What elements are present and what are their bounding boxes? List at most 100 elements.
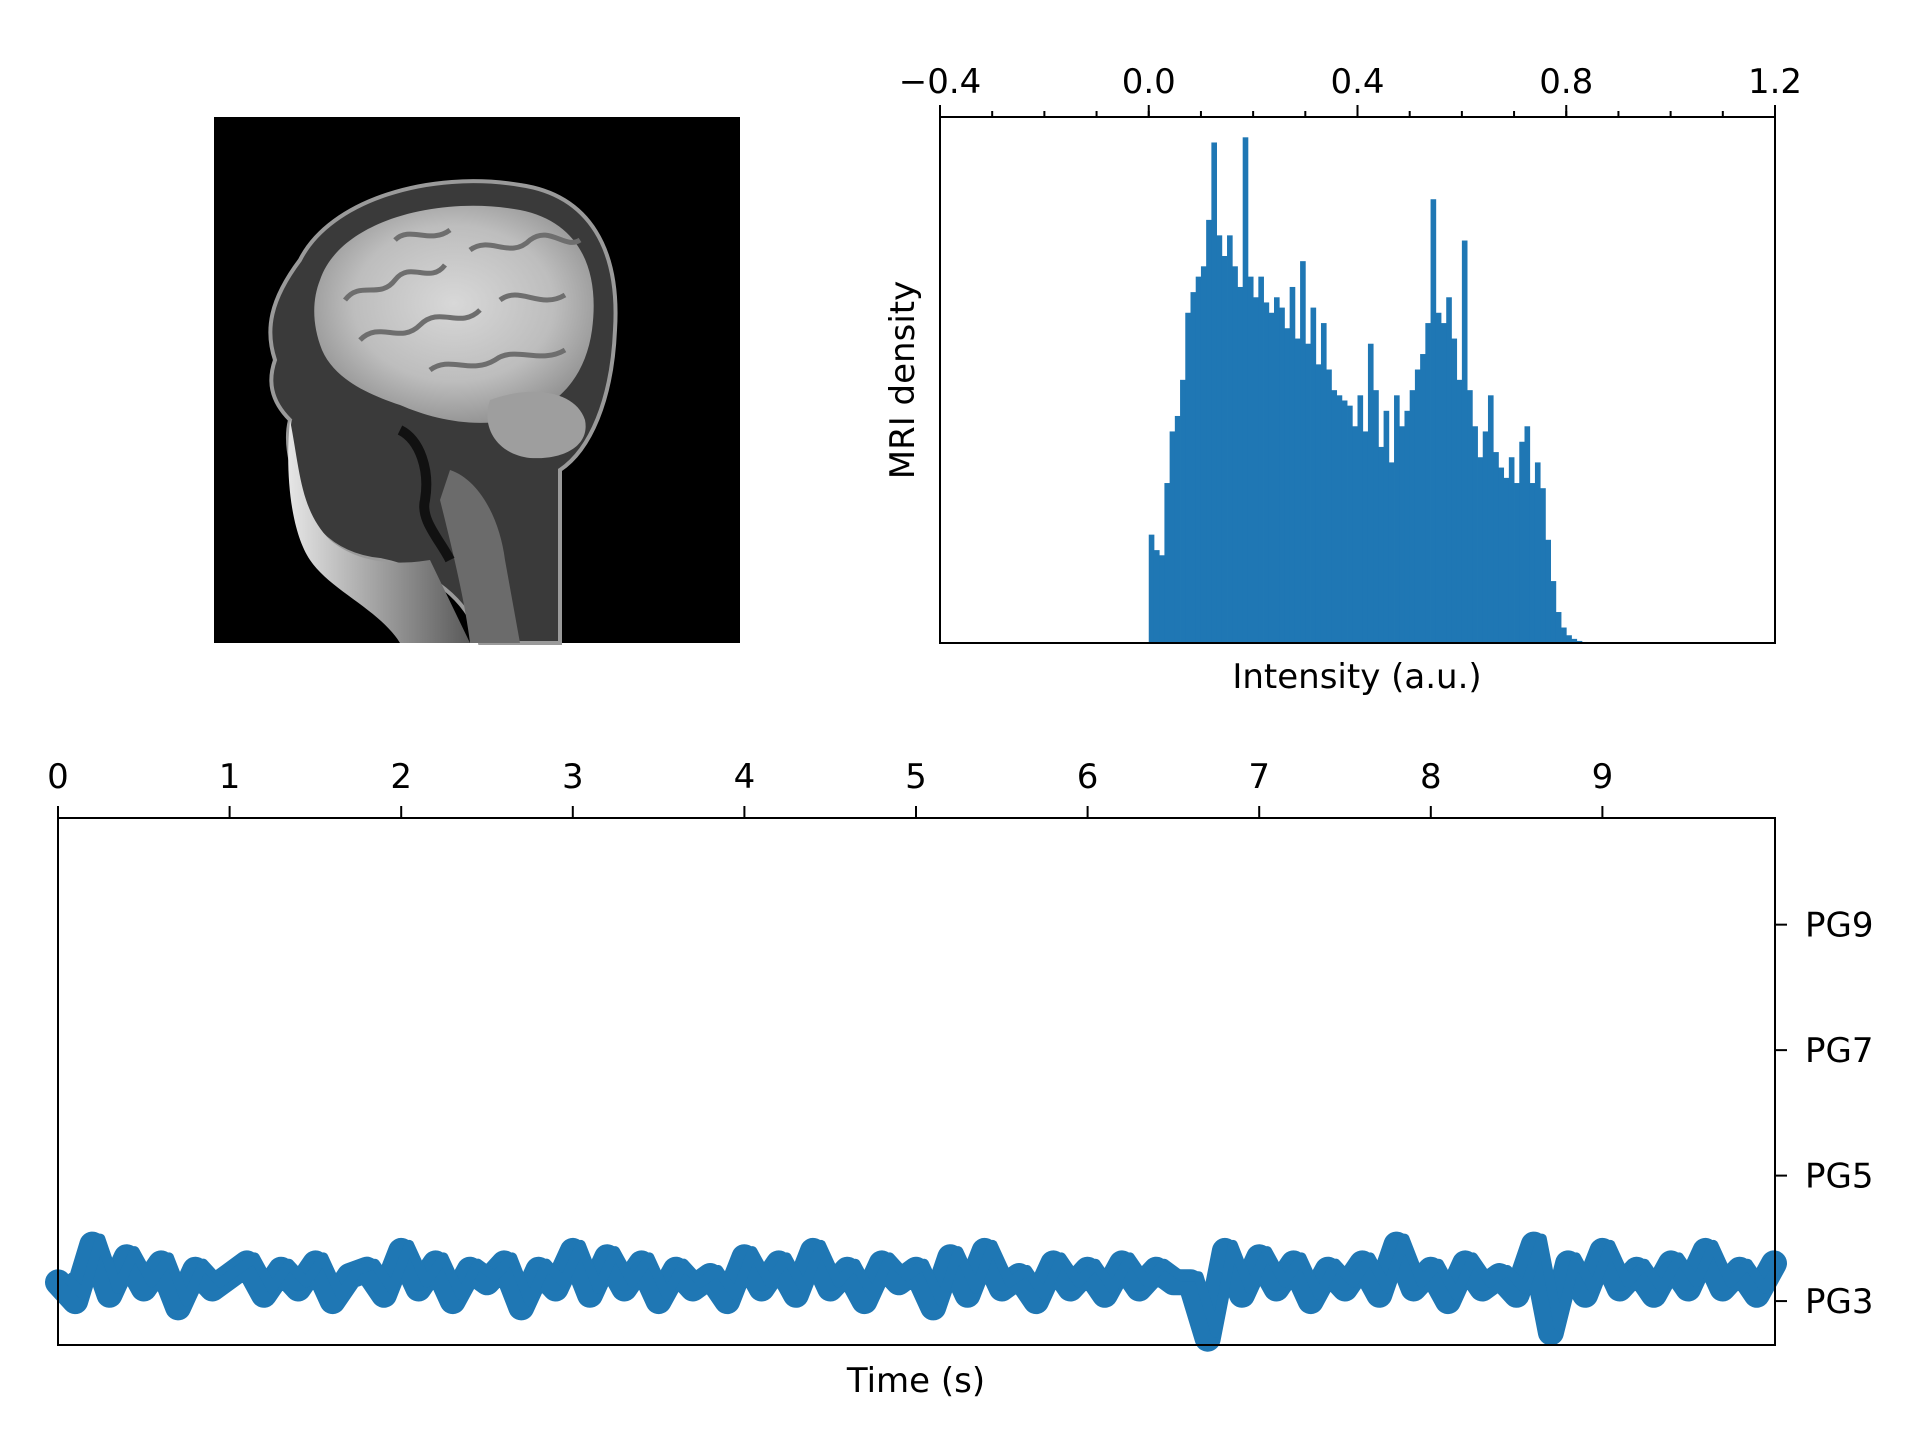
histogram-bar <box>1409 390 1416 643</box>
time-series-x-tick-label: 4 <box>734 757 756 797</box>
histogram-bar <box>1435 312 1442 643</box>
histogram-bar <box>1315 364 1322 643</box>
time-series-x-tick-label: 1 <box>219 757 241 797</box>
histogram-bar <box>1576 640 1583 643</box>
time-series-x-tick-label: 0 <box>47 757 69 797</box>
histogram-bar <box>1247 276 1254 643</box>
histogram-bar <box>1545 539 1551 643</box>
histogram-bar <box>1529 483 1536 643</box>
histogram-bar <box>1425 323 1431 643</box>
histogram-tick-label: 0.8 <box>1539 62 1593 102</box>
mri-gyri <box>343 227 582 373</box>
histogram-bar <box>1420 354 1426 643</box>
histogram-bar <box>1227 235 1233 644</box>
time-series-panel: 0 1 2 3 4 5 6 7 8 9 PG3 PG5 PG7 PG9 Time (s) <box>45 757 1873 1401</box>
histogram-bar <box>1394 395 1400 643</box>
histogram-bar <box>1185 312 1191 643</box>
histogram-bar <box>1221 256 1228 643</box>
histogram-bar <box>1446 297 1452 643</box>
histogram-bar <box>1461 240 1468 643</box>
histogram-bar <box>1279 307 1285 643</box>
histogram-bar <box>1451 338 1458 643</box>
histogram-bar <box>1550 581 1557 643</box>
histogram-bar <box>1200 266 1207 643</box>
histogram-bar <box>1472 426 1478 643</box>
time-series-x-ticks: 0 1 2 3 4 5 6 7 8 9 <box>47 757 1613 818</box>
histogram-bar <box>1253 297 1259 643</box>
histogram-bar <box>1237 286 1244 643</box>
histogram-tick-label: −0.4 <box>899 62 982 102</box>
mri-neck <box>440 470 520 643</box>
histogram-y-label: MRI density <box>883 281 923 479</box>
histogram-bar <box>1331 390 1338 643</box>
time-series-x-tick-label: 7 <box>1248 757 1270 797</box>
histogram-bar <box>1388 462 1395 643</box>
mri-airway <box>397 425 455 563</box>
histogram-bar <box>1310 307 1317 643</box>
histogram-bar <box>1566 635 1572 643</box>
histogram-bar <box>1153 550 1160 643</box>
histogram-x-ticks: −0.4 0.0 0.4 0.8 1.2 <box>899 62 1802 117</box>
histogram-tick-label: 1.2 <box>1748 62 1802 102</box>
histogram-bar <box>1534 462 1541 643</box>
histogram-bar <box>1347 405 1353 643</box>
time-series-lines <box>45 1231 1787 1352</box>
histogram-bar <box>1268 312 1275 643</box>
histogram-bar <box>1367 343 1374 643</box>
histogram-bar <box>1493 452 1499 643</box>
histogram-bar <box>1571 638 1578 643</box>
histogram-bar <box>1519 441 1525 643</box>
histogram-bar <box>1206 219 1212 643</box>
time-series-x-tick-label: 9 <box>1592 757 1614 797</box>
histogram-bar <box>1242 137 1249 643</box>
time-series-x-tick-label: 2 <box>390 757 412 797</box>
histogram-bar <box>1357 395 1364 643</box>
histogram-bar <box>1336 395 1343 643</box>
histogram-bar <box>1263 302 1270 643</box>
histogram-bar <box>1352 426 1358 643</box>
histogram-bar <box>1477 457 1484 643</box>
mri-brain <box>314 205 594 423</box>
histogram-bar <box>1456 379 1463 643</box>
histogram-bar <box>1383 410 1390 643</box>
histogram-bar <box>1467 390 1473 643</box>
histogram-bar <box>1362 431 1369 643</box>
time-series-y-tick-label: PG5 <box>1805 1157 1873 1197</box>
time-series-x-tick-label: 8 <box>1420 757 1442 797</box>
histogram-bar <box>1514 483 1520 643</box>
mri-face <box>288 420 470 643</box>
time-series-line <box>45 1231 1787 1352</box>
time-series-x-tick-label: 6 <box>1077 757 1099 797</box>
time-series-x-tick-label: 3 <box>562 757 584 797</box>
histogram-bar <box>1326 369 1332 643</box>
time-series-y-tick-label: PG9 <box>1805 906 1873 946</box>
histogram-bar <box>1540 488 1546 643</box>
histogram-bars <box>1148 137 1588 644</box>
histogram-bar <box>1294 338 1301 643</box>
histogram-panel: −0.4 0.0 0.4 0.8 1.2 Intensity (a.u.) MRI de… <box>883 62 1802 697</box>
histogram-bar <box>1373 390 1379 643</box>
histogram-bar <box>1305 343 1311 643</box>
mri-cerebellum <box>487 391 586 459</box>
histogram-bar <box>1174 415 1181 643</box>
histogram-bar <box>1487 395 1494 643</box>
histogram-bar <box>1190 292 1197 643</box>
histogram-bar <box>1211 142 1217 644</box>
histogram-bar <box>1320 323 1327 643</box>
time-series-x-tick-label: 5 <box>905 757 927 797</box>
histogram-bar <box>1289 286 1296 643</box>
histogram-bar <box>1482 431 1489 643</box>
histogram-bar <box>1508 457 1515 643</box>
histogram-bar <box>1555 612 1562 643</box>
time-series-y-tick-label: PG7 <box>1805 1031 1873 1071</box>
histogram-tick-label: 0.0 <box>1122 62 1176 102</box>
histogram-bar <box>1430 199 1437 644</box>
histogram-bar <box>1258 276 1264 643</box>
histogram-bar <box>1164 483 1171 643</box>
histogram-bar <box>1274 297 1280 643</box>
histogram-x-label: Intensity (a.u.) <box>1232 657 1481 697</box>
time-series-y-ticks: PG3 PG5 PG7 PG9 <box>1775 906 1873 1322</box>
histogram-bar <box>1414 369 1421 643</box>
mri-image-panel <box>214 117 740 645</box>
